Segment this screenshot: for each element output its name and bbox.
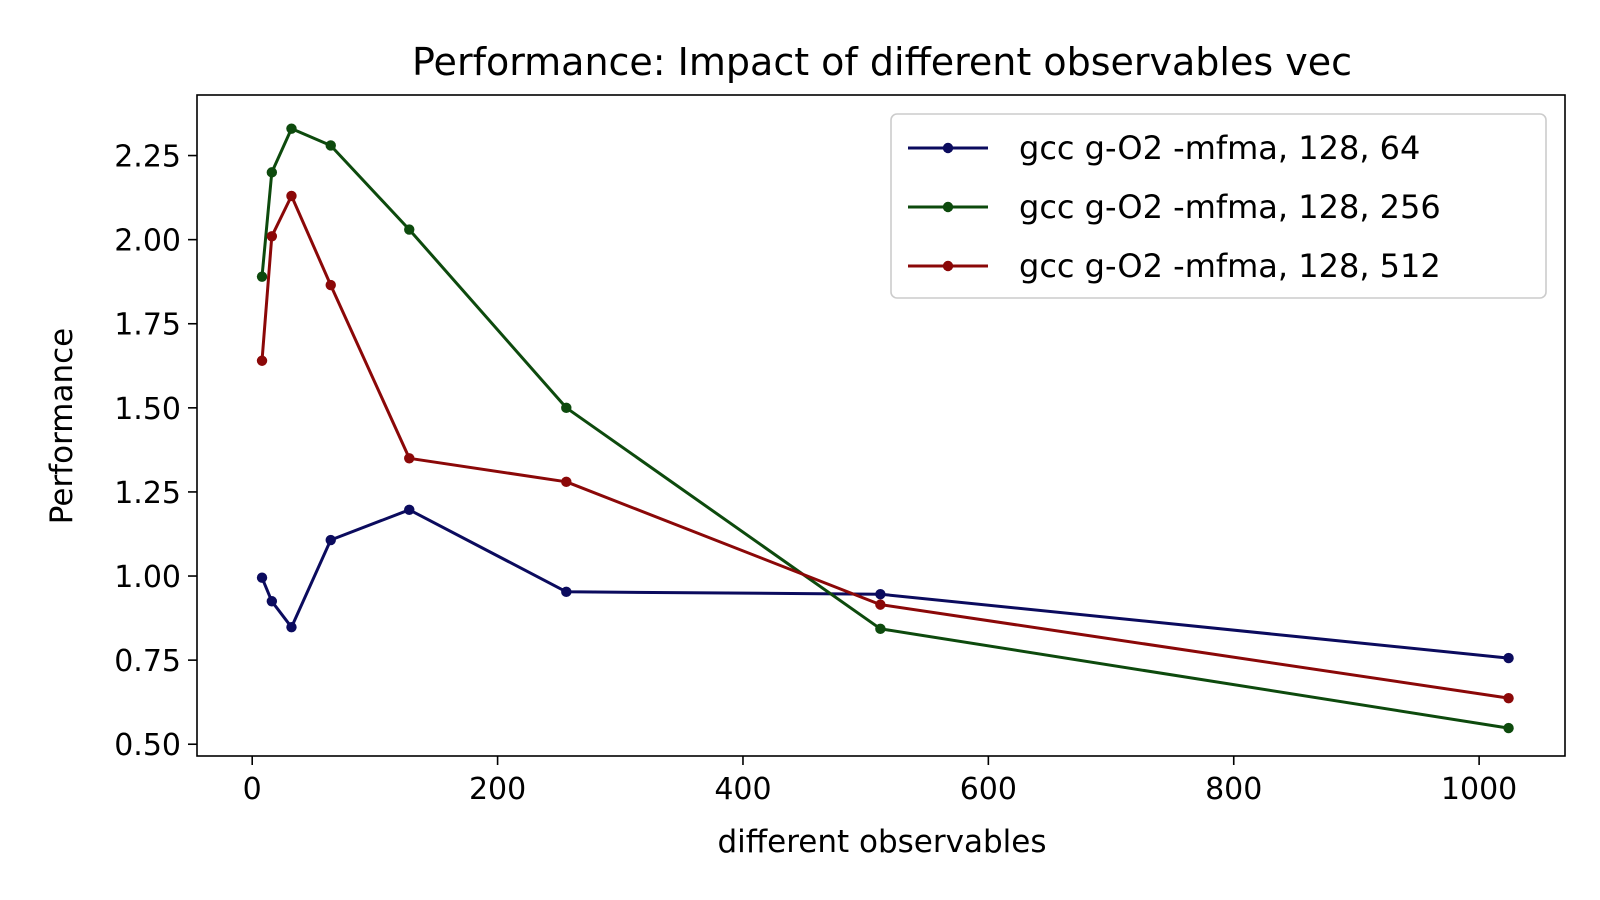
chart-title: Performance: Impact of different observa… [412, 40, 1352, 84]
y-tick-label: 1.75 [114, 308, 181, 343]
series-line-2 [260, 127, 1511, 730]
y-tick-label: 0.75 [114, 644, 181, 679]
series-2-point [561, 402, 572, 414]
legend-label-1: gcc g-O2 -mfma, 128, 64 [1019, 129, 1420, 167]
x-tick-label: 800 [1205, 772, 1262, 807]
series-1-point [1503, 652, 1514, 664]
legend-marker-1 [942, 142, 954, 154]
series-2-point [1503, 722, 1514, 734]
series-3-point [256, 355, 268, 366]
series-2-point [875, 623, 886, 635]
series-2-point [286, 123, 297, 134]
series-1-point [561, 586, 572, 598]
series-2-point [404, 224, 415, 235]
x-tick-label: 400 [714, 772, 771, 807]
series-1-point [404, 504, 415, 515]
legend-marker-3 [942, 260, 954, 272]
y-axis-label: Performance [44, 328, 80, 524]
series-1-point [286, 621, 297, 633]
legend: gcc g-O2 -mfma, 128, 64 gcc g-O2 -mfma, 1… [890, 113, 1547, 299]
y-tick-label: 0.50 [114, 728, 181, 763]
x-axis-label: different observables [718, 824, 1047, 860]
legend-box [890, 113, 1547, 299]
x-tick-label: 600 [960, 772, 1017, 807]
y-tick-label: 1.00 [114, 560, 181, 595]
y-tick-label: 1.50 [114, 392, 181, 427]
series-3-point [875, 599, 886, 610]
y-tick-label: 2.25 [114, 140, 181, 175]
series-1-point [256, 572, 268, 583]
y-tick-label: 2.00 [114, 224, 181, 259]
x-tick-label: 200 [469, 772, 526, 807]
series-3-point [561, 476, 572, 488]
x-tick-label: 0 [243, 772, 262, 807]
series-3-point [266, 231, 278, 242]
series-2-point [325, 140, 336, 151]
legend-label-2: gcc g-O2 -mfma, 128, 256 [1019, 188, 1441, 226]
y-tick-label: 1.25 [114, 476, 181, 511]
series-3-point [1503, 692, 1514, 704]
y-axis: 0.50 0.75 1.00 1.25 1.50 1.75 2.00 2.25 [114, 140, 197, 763]
legend-label-3: gcc g-O2 -mfma, 128, 512 [1019, 247, 1441, 285]
x-tick-label: 1000 [1441, 772, 1517, 807]
series-line-3 [260, 194, 1511, 700]
series-layer [256, 123, 1514, 734]
series-3-point [286, 190, 297, 202]
series-3-point [325, 279, 336, 291]
series-1-point [325, 534, 336, 546]
series-2-point [256, 271, 268, 282]
series-3-point [404, 453, 415, 464]
plot-frame [196, 94, 1566, 757]
series-1-point [875, 588, 886, 600]
x-axis: 0 200 400 600 800 1000 [243, 756, 1517, 807]
series-1-point [266, 596, 278, 607]
series-2-point [266, 167, 278, 178]
legend-marker-2 [942, 201, 954, 213]
legend-items: gcc g-O2 -mfma, 128, 64 gcc g-O2 -mfma, 1… [908, 129, 1441, 285]
